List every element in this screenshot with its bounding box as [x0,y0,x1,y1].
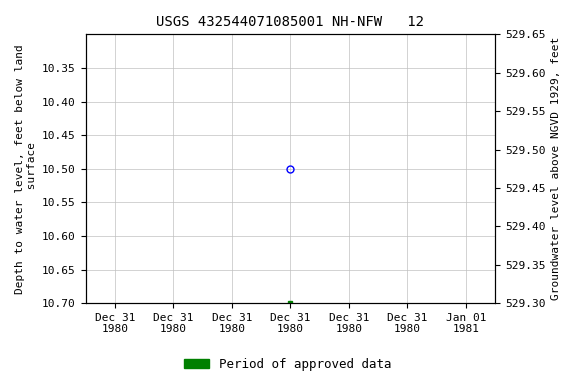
Y-axis label: Depth to water level, feet below land
 surface: Depth to water level, feet below land su… [15,44,37,294]
Y-axis label: Groundwater level above NGVD 1929, feet: Groundwater level above NGVD 1929, feet [551,37,561,300]
Legend: Period of approved data: Period of approved data [179,353,397,376]
Title: USGS 432544071085001 NH-NFW   12: USGS 432544071085001 NH-NFW 12 [157,15,425,29]
